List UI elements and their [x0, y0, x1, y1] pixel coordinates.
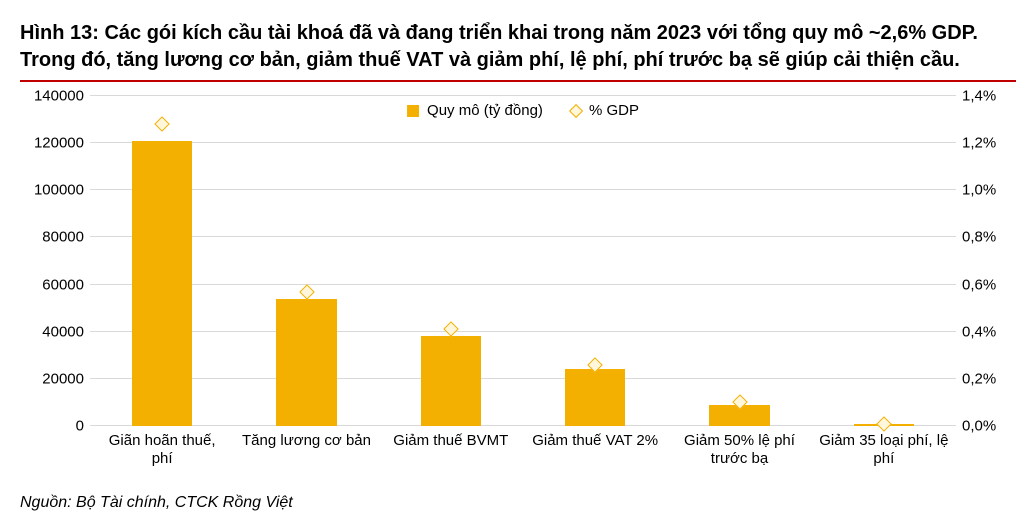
- bar: [132, 141, 193, 426]
- y-right-tick-label: 1,4%: [962, 88, 1016, 105]
- diamond-marker: [299, 284, 315, 300]
- x-tick-label: Giảm thuế VAT 2%: [530, 432, 660, 450]
- gridline: [90, 142, 956, 143]
- legend: Quy mô (tỷ đồng) % GDP: [407, 102, 639, 119]
- gridline: [90, 284, 956, 285]
- legend-bars: Quy mô (tỷ đồng): [407, 102, 543, 119]
- gridline: [90, 331, 956, 332]
- y-left-tick-label: 120000: [20, 135, 84, 152]
- chart-container: Quy mô (tỷ đồng) % GDP 0 20000 40000 60000 8…: [20, 86, 1016, 486]
- x-tick-label: Giảm 35 loại phí, lệ phí: [819, 432, 949, 468]
- diamond-marker: [443, 322, 459, 338]
- gridline: [90, 425, 956, 426]
- legend-marker-label: % GDP: [589, 102, 639, 119]
- legend-bar-swatch: [407, 105, 419, 117]
- y-left-tick-label: 140000: [20, 88, 84, 105]
- y-left-tick-label: 40000: [20, 323, 84, 340]
- gridline: [90, 95, 956, 96]
- diamond-marker: [876, 416, 892, 432]
- y-left-tick-label: 0: [20, 418, 84, 435]
- x-tick-label: Tăng lương cơ bản: [242, 432, 372, 450]
- source-text: Nguồn: Bộ Tài chính, CTCK Rồng Việt: [20, 494, 1016, 512]
- x-tick-label: Giãn hoãn thuế, phí: [97, 432, 227, 468]
- bar: [421, 336, 482, 426]
- y-right-tick-label: 0,8%: [962, 229, 1016, 246]
- gridline: [90, 236, 956, 237]
- gridline: [90, 189, 956, 190]
- plot-area: Quy mô (tỷ đồng) % GDP 02000040000600008…: [90, 96, 956, 426]
- y-right-tick-label: 0,4%: [962, 323, 1016, 340]
- y-right-tick-label: 0,2%: [962, 370, 1016, 387]
- diamond-marker: [154, 117, 170, 133]
- gridline: [90, 378, 956, 379]
- y-left-tick-label: 80000: [20, 229, 84, 246]
- chart-title: Hình 13: Các gói kích cầu tài khoá đã và…: [20, 20, 1016, 74]
- y-right-tick-label: 1,2%: [962, 135, 1016, 152]
- y-left-tick-label: 100000: [20, 182, 84, 199]
- title-underline: [20, 80, 1016, 82]
- bar: [276, 299, 337, 426]
- y-right-tick-label: 1,0%: [962, 182, 1016, 199]
- x-tick-label: Giảm thuế BVMT: [386, 432, 516, 450]
- bar: [565, 369, 626, 426]
- y-left-tick-label: 60000: [20, 276, 84, 293]
- legend-markers: % GDP: [571, 102, 639, 119]
- legend-bar-label: Quy mô (tỷ đồng): [427, 102, 543, 119]
- y-right-tick-label: 0,0%: [962, 418, 1016, 435]
- y-left-tick-label: 20000: [20, 370, 84, 387]
- legend-marker-swatch: [569, 103, 583, 117]
- y-right-tick-label: 0,6%: [962, 276, 1016, 293]
- x-tick-label: Giảm 50% lệ phí trước bạ: [675, 432, 805, 468]
